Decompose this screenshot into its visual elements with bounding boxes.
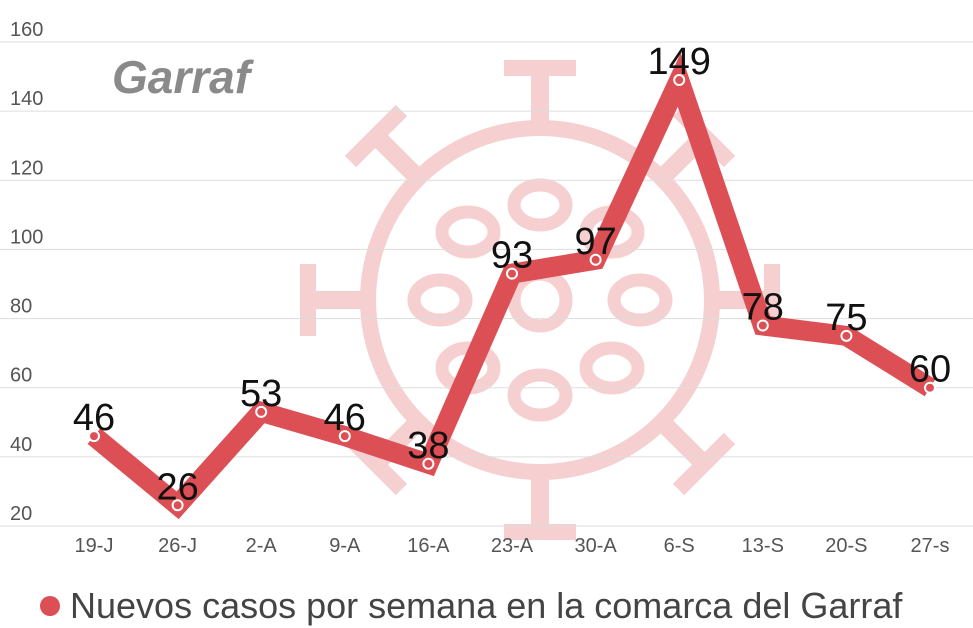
virus-watermark-icon xyxy=(300,60,780,540)
data-point xyxy=(924,381,936,394)
spike-head xyxy=(672,432,736,496)
data-label: 38 xyxy=(407,425,449,467)
data-point xyxy=(840,329,853,342)
spike-stem xyxy=(653,413,713,473)
x-tick-label: 9-A xyxy=(329,535,361,557)
data-labels: 46 26 53 46 38 93 97 149 78 75 60 xyxy=(73,41,951,508)
data-point xyxy=(506,267,518,280)
y-axis: 20 40 60 80 100 120 140 160 xyxy=(10,19,43,525)
data-point xyxy=(255,405,268,418)
data-label: 75 xyxy=(825,297,867,339)
spike-head xyxy=(504,60,576,76)
y-tick-label: 80 xyxy=(10,296,32,318)
x-tick-label: 19-J xyxy=(75,535,114,557)
y-tick-label: 60 xyxy=(10,365,32,387)
x-tick-label: 30-A xyxy=(574,535,617,557)
series-line-layer xyxy=(87,53,936,520)
virus-cell xyxy=(507,178,573,232)
data-point xyxy=(422,457,435,470)
spike-head xyxy=(344,104,408,168)
virus-cell xyxy=(607,273,673,327)
virus-cell xyxy=(579,341,645,395)
virus-cell xyxy=(435,205,501,259)
x-tick-label: 26-J xyxy=(158,535,197,557)
virus-cell xyxy=(507,368,573,422)
y-tick-label: 40 xyxy=(10,434,32,456)
legend: Nuevos casos por semana en la comarca de… xyxy=(40,585,902,627)
data-label: 149 xyxy=(647,41,710,83)
virus-cell xyxy=(407,273,473,327)
virus-spike xyxy=(504,470,576,540)
series-line xyxy=(87,53,936,520)
data-point xyxy=(589,253,602,266)
spike-stem xyxy=(531,65,549,130)
legend-label: Nuevos casos por semana en la comarca de… xyxy=(70,585,903,626)
gridlines xyxy=(0,41,973,527)
virus-spike xyxy=(653,413,736,496)
spike-head xyxy=(300,264,316,336)
spike-head xyxy=(504,524,576,540)
y-tick-label: 160 xyxy=(10,19,43,41)
legend-swatch xyxy=(40,596,60,616)
data-label: 53 xyxy=(240,373,282,415)
x-tick-label: 6-S xyxy=(664,535,695,557)
data-point xyxy=(88,430,100,443)
data-point xyxy=(756,319,769,332)
virus-spike xyxy=(300,264,370,336)
data-label: 93 xyxy=(491,235,533,277)
x-tick-label: 13-S xyxy=(742,535,784,557)
virus-spike xyxy=(344,104,427,187)
data-label: 46 xyxy=(324,397,366,439)
y-tick-label: 100 xyxy=(10,226,43,248)
x-tick-label: 27-s xyxy=(911,535,950,557)
data-point xyxy=(171,499,184,512)
data-label: 46 xyxy=(73,397,115,439)
y-tick-label: 20 xyxy=(10,503,32,525)
x-tick-label: 23-A xyxy=(491,535,534,557)
spike-stem xyxy=(531,470,549,535)
data-point xyxy=(673,74,686,87)
spike-stem xyxy=(305,291,370,309)
x-tick-label: 16-A xyxy=(407,535,450,557)
chart-title: Garraf xyxy=(112,51,251,103)
data-label: 60 xyxy=(909,349,951,391)
x-tick-label: 20-S xyxy=(825,535,867,557)
y-tick-label: 120 xyxy=(10,157,43,179)
virus-spike xyxy=(504,60,576,130)
data-label: 26 xyxy=(156,466,198,508)
data-point xyxy=(338,430,351,443)
data-label: 78 xyxy=(742,286,784,328)
spike-stem xyxy=(367,127,427,187)
x-axis: 19-J 26-J 2-A 9-A 16-A 23-A 30-A 6-S 13-S 20-S 27-… xyxy=(75,535,950,557)
y-tick-label: 140 xyxy=(10,88,43,110)
x-tick-label: 2-A xyxy=(246,535,278,557)
data-label: 97 xyxy=(574,221,616,263)
